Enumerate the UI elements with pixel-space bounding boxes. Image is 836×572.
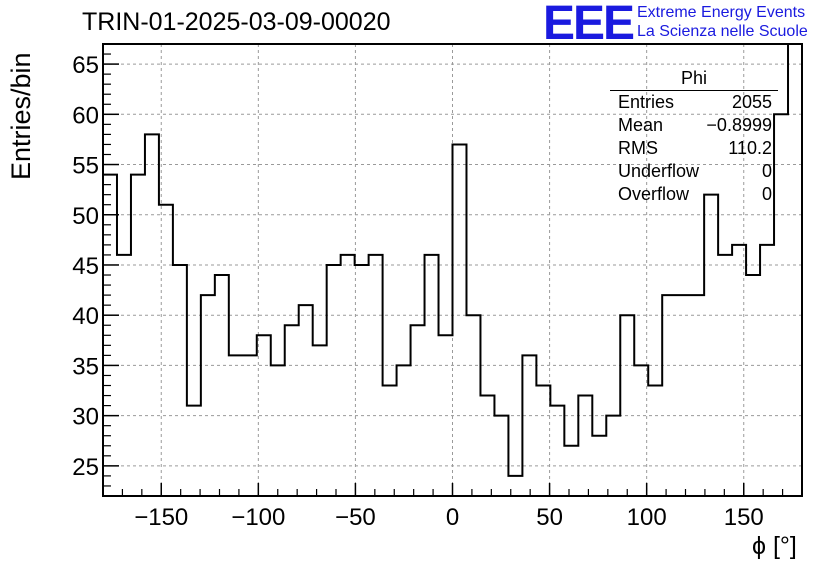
stats-label: Entries [618,92,675,112]
stats-label: Overflow [618,184,690,204]
stats-value: 2055 [731,92,772,112]
stats-label: RMS [618,138,658,158]
stats-label: Underflow [618,161,700,181]
x-tick-label: 150 [724,504,764,531]
stats-label: Mean [618,115,664,135]
stats-title: Phi [610,68,778,91]
chart-title: TRIN-01-2025-03-09-00020 [82,8,391,36]
y-tick-label: 40 [72,303,99,330]
stats-row-rms: RMS 110.2 [610,137,778,160]
stats-row-underflow: Underflow 0 [610,160,778,183]
stats-row-mean: Mean −0.8999 [610,114,778,137]
y-tick-label: 60 [72,102,99,129]
x-tick-label: −50 [335,504,376,531]
logo-caption: Extreme Energy Events La Scienza nelle S… [637,3,808,41]
y-tick-label: 50 [72,203,99,230]
x-tick-label: 0 [446,504,459,531]
y-tick-labels: 25 30 35 40 45 50 55 60 65 [72,52,99,481]
x-tick-label: 50 [536,504,563,531]
y-axis-label: Entries/bin [6,52,36,180]
x-tick-label: 100 [627,504,667,531]
histogram-line [103,43,802,477]
plot-frame [102,43,803,497]
x-axis-label: ϕ [°] [752,532,797,560]
x-tick-label: −150 [134,504,188,531]
y-tick-label: 25 [72,454,99,481]
stats-value: 110.2 [728,138,772,158]
y-tick-label: 30 [72,404,99,431]
y-tick-label: 65 [72,52,99,79]
y-tick-label: 55 [72,153,99,180]
x-tick-labels: −150 −100 −50 0 50 100 150 [134,504,764,531]
axis-ticks [102,43,803,496]
stats-value: 0 [761,184,772,204]
stats-value: 0 [761,161,772,181]
y-tick-label: 35 [72,353,99,380]
x-tick-label: −100 [231,504,285,531]
stats-box: Phi Entries 2055 Mean −0.8999 RMS 110.2 Und… [610,68,778,206]
stats-row-overflow: Overflow 0 [610,183,778,206]
eee-logo: EEE [543,0,635,50]
stats-row-entries: Entries 2055 [610,91,778,114]
logo-line-1: Extreme Energy Events [637,4,806,21]
y-tick-label: 45 [72,253,99,280]
logo-line-2: La Scienza nelle Scuole [637,23,808,40]
stats-value: −0.8999 [706,115,772,135]
